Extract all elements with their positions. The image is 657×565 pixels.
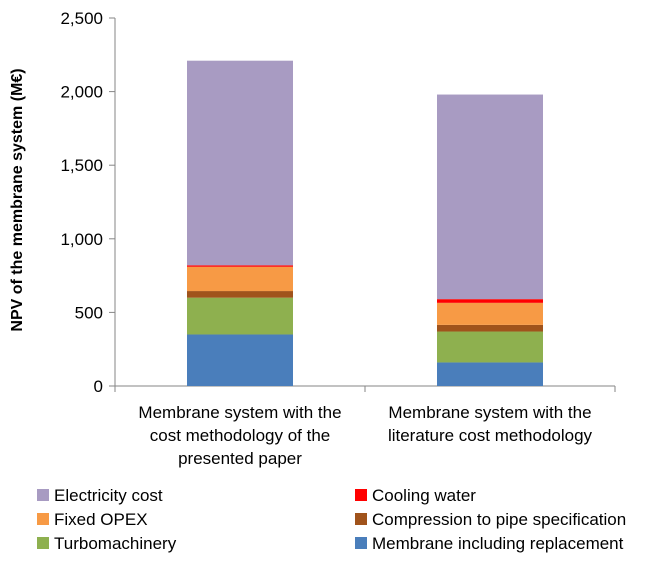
legend-swatch bbox=[37, 537, 49, 549]
bar-segment bbox=[187, 266, 293, 292]
legend: Electricity cost Cooling water Fixed OPEX C… bbox=[37, 486, 626, 553]
y-tick-label: 1,000 bbox=[60, 230, 103, 249]
legend-label: Compression to pipe specification bbox=[372, 510, 626, 529]
bar-segment bbox=[187, 297, 293, 335]
bar-segment bbox=[187, 60, 293, 266]
legend-label: Fixed OPEX bbox=[54, 510, 148, 529]
y-tick-label: 0 bbox=[94, 377, 103, 396]
x-category-label: Membrane system with the bbox=[388, 403, 591, 422]
bar-segment bbox=[437, 94, 543, 300]
legend-swatch bbox=[37, 489, 49, 501]
y-axis-title: NPV of the membrane system (M€) bbox=[9, 68, 26, 331]
legend-swatch bbox=[355, 513, 367, 525]
x-category-label: literature cost methodology bbox=[388, 426, 593, 445]
legend-swatch bbox=[37, 513, 49, 525]
y-tick-label: 2,000 bbox=[60, 83, 103, 102]
bar-segment bbox=[437, 302, 543, 325]
legend-swatch bbox=[355, 489, 367, 501]
legend-label: Cooling water bbox=[372, 486, 476, 505]
legend-label: Membrane including replacement bbox=[372, 534, 624, 553]
bars bbox=[187, 60, 543, 386]
x-category-label: Membrane system with the bbox=[138, 403, 341, 422]
bar-segment bbox=[187, 265, 293, 267]
bar-segment bbox=[437, 331, 543, 363]
x-axis-labels: Membrane system with the cost methodology… bbox=[138, 403, 592, 468]
bar-segment bbox=[437, 299, 543, 303]
bar-segment bbox=[437, 324, 543, 332]
legend-swatch bbox=[355, 537, 367, 549]
bar-segment bbox=[187, 334, 293, 386]
y-tick-label: 1,500 bbox=[60, 156, 103, 175]
y-axis-title-group: NPV of the membrane system (M€) bbox=[9, 68, 26, 331]
y-ticks: 0 500 1,000 1,500 2,000 2,500 bbox=[60, 9, 115, 396]
bar-segment bbox=[187, 291, 293, 298]
y-tick-label: 500 bbox=[75, 303, 103, 322]
bar-segment bbox=[437, 362, 543, 386]
y-tick-label: 2,500 bbox=[60, 9, 103, 28]
legend-label: Electricity cost bbox=[54, 486, 163, 505]
legend-label: Turbomachinery bbox=[54, 534, 177, 553]
x-category-label: presented paper bbox=[178, 449, 302, 468]
x-category-label: cost methodology of the bbox=[150, 426, 331, 445]
